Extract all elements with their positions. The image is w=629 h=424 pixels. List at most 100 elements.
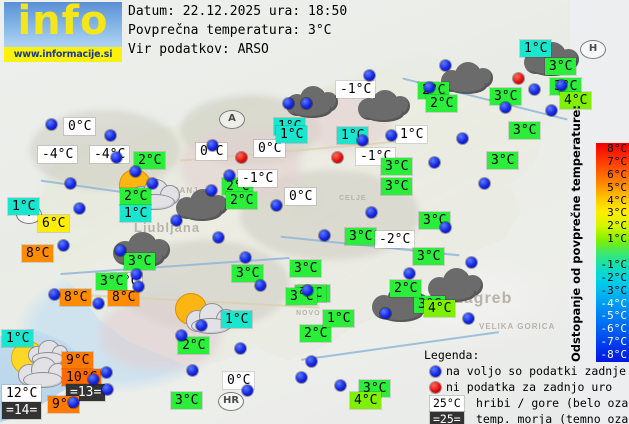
station-marker[interactable] (93, 298, 104, 309)
station-marker[interactable] (240, 252, 251, 263)
station-marker[interactable] (357, 135, 368, 146)
station-marker[interactable] (302, 285, 313, 296)
scale-tick-label: 1°C (607, 232, 627, 246)
station-marker[interactable] (196, 320, 207, 331)
station-marker[interactable] (74, 203, 85, 214)
scale-tick-label: 4°C (607, 193, 627, 207)
site-logo[interactable]: info www.informacije.si (4, 2, 122, 62)
station-marker[interactable] (306, 356, 317, 367)
station-marker[interactable] (242, 385, 253, 396)
station-marker[interactable] (171, 215, 182, 226)
temperature-chip: -1°C (336, 81, 376, 98)
cloud-dark-icon (358, 86, 412, 126)
station-marker[interactable] (130, 166, 141, 177)
sun-cloud-icon (6, 338, 69, 388)
station-marker[interactable] (235, 343, 246, 354)
station-marker[interactable] (65, 178, 76, 189)
station-marker[interactable] (131, 269, 142, 280)
station-marker[interactable] (58, 240, 69, 251)
temperature-chip: 1°C (120, 205, 152, 222)
station-marker[interactable] (546, 105, 557, 116)
station-marker[interactable] (101, 367, 112, 378)
station-marker[interactable] (283, 98, 294, 109)
station-marker[interactable] (500, 102, 511, 113)
scale-tick-label: 2°C (607, 219, 627, 233)
scale-tick-label: 3°C (607, 206, 627, 220)
station-marker[interactable] (102, 384, 113, 395)
station-marker[interactable] (187, 365, 198, 376)
station-marker[interactable] (147, 178, 158, 189)
station-marker[interactable] (529, 84, 540, 95)
station-marker[interactable] (176, 330, 187, 341)
temperature-chip: 12°C (2, 385, 42, 402)
station-marker-nodata[interactable] (513, 73, 524, 84)
legend-title: Legenda: (424, 348, 480, 362)
station-marker[interactable] (133, 281, 144, 292)
cloud-puff (182, 205, 222, 221)
header-data-source: Vir podatkov: ARSO (128, 42, 269, 57)
temperature-chip: 4°C (560, 92, 592, 109)
scale-tick-label: -3°C (600, 283, 628, 297)
header-date-time: Datum: 22.12.2025 ura: 18:50 (128, 4, 348, 19)
station-marker[interactable] (319, 230, 330, 241)
temperature-chip: 3°C (290, 260, 322, 277)
station-marker[interactable] (404, 268, 415, 279)
cloud-dark-icon (441, 58, 495, 98)
station-marker[interactable] (424, 82, 435, 93)
station-marker[interactable] (255, 280, 266, 291)
cloud-dark-icon (176, 185, 230, 225)
station-marker[interactable] (301, 98, 312, 109)
temperature-chip: 2°C (390, 280, 422, 297)
station-marker[interactable] (46, 119, 57, 130)
temperature-chip: 2°C (226, 192, 258, 209)
station-marker[interactable] (111, 152, 122, 163)
station-marker[interactable] (463, 313, 474, 324)
station-marker[interactable] (207, 140, 218, 151)
legend-row-text: ni podatka za zadnjo uro (446, 380, 613, 394)
station-marker[interactable] (68, 397, 79, 408)
temperature-chip: 8°C (60, 289, 92, 306)
station-marker[interactable] (105, 130, 116, 141)
legend-data-dot-icon (430, 366, 441, 377)
station-marker[interactable] (335, 380, 346, 391)
station-marker[interactable] (380, 308, 391, 319)
station-marker[interactable] (296, 372, 307, 383)
temperature-chip: 2°C (120, 188, 152, 205)
station-marker[interactable] (556, 80, 567, 91)
station-marker[interactable] (457, 133, 468, 144)
temperature-chip: 3°C (232, 265, 264, 282)
station-marker[interactable] (364, 70, 375, 81)
temperature-chip: =14= (2, 402, 42, 419)
temperature-chip: 0°C (223, 372, 255, 389)
border-badge-h: H (580, 40, 606, 59)
station-marker[interactable] (366, 207, 377, 218)
temperature-chip: 2°C (300, 325, 332, 342)
station-marker[interactable] (479, 178, 490, 189)
station-marker[interactable] (49, 289, 60, 300)
legend-row-text: hribi / gore (belo ozadje) (476, 396, 629, 410)
cloud-puff (292, 102, 332, 118)
temperature-chip: 3°C (345, 228, 377, 245)
city-label: CELJE (339, 195, 367, 202)
station-marker[interactable] (213, 232, 224, 243)
station-marker-nodata[interactable] (332, 152, 343, 163)
station-marker[interactable] (440, 60, 451, 71)
station-marker[interactable] (466, 257, 477, 268)
header-average-temperature: Povprečna temperatura: 3°C (128, 23, 332, 38)
station-marker[interactable] (206, 185, 217, 196)
station-marker[interactable] (429, 157, 440, 168)
cloud-dark-icon (286, 82, 340, 122)
station-marker[interactable] (115, 245, 126, 256)
temperature-chip: 4°C (350, 392, 382, 409)
station-marker[interactable] (88, 374, 99, 385)
legend-nodata-dot-icon (430, 382, 441, 393)
scale-tick-label: 7°C (607, 154, 627, 168)
temperature-chip: 8°C (108, 289, 140, 306)
temperature-chip: 6°C (38, 215, 70, 232)
station-marker-nodata[interactable] (236, 152, 247, 163)
scale-tick-label: -8°C (600, 348, 628, 362)
station-marker[interactable] (271, 200, 282, 211)
station-marker[interactable] (224, 170, 235, 181)
station-marker[interactable] (386, 130, 397, 141)
station-marker[interactable] (440, 222, 451, 233)
